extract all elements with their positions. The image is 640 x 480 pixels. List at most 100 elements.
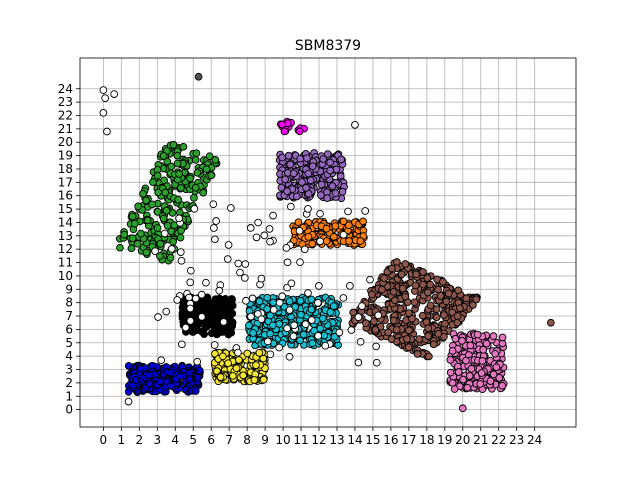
scatter-point [269, 298, 278, 307]
scatter-point [130, 219, 139, 228]
scatter-point [426, 301, 435, 310]
chart-title: SBM8379 [295, 38, 361, 54]
scatter-point [412, 270, 420, 279]
scatter-point [197, 313, 206, 321]
scatter-point [308, 239, 317, 248]
scatter-point [413, 350, 422, 358]
scatter-point [405, 326, 413, 335]
scatter-point [372, 342, 380, 351]
y-tick-label: 14 [58, 215, 73, 229]
scatter-point [389, 287, 398, 296]
x-tick-label: 8 [243, 433, 251, 447]
scatter-point [161, 188, 170, 197]
scatter-point [304, 233, 313, 241]
x-tick-label: 0 [100, 433, 108, 447]
scatter-point [478, 357, 487, 365]
scatter-point [193, 168, 202, 177]
scatter-point [159, 152, 168, 160]
scatter-point [249, 329, 257, 337]
scatter-point [156, 377, 165, 386]
scatter-point [124, 397, 133, 406]
x-tick-label: 6 [207, 433, 215, 447]
scatter-point [191, 294, 200, 303]
scatter-point [444, 289, 453, 298]
scatter-point [153, 208, 162, 216]
scatter-point [234, 348, 242, 357]
scatter-point [175, 214, 183, 223]
scatter-point [210, 224, 218, 232]
y-tick-label: 0 [65, 403, 73, 417]
scatter-point [289, 332, 298, 341]
scatter-point [224, 359, 232, 368]
scatter-point [166, 253, 175, 262]
scatter-point [257, 315, 266, 324]
scatter-point [191, 324, 200, 333]
scatter-point [347, 326, 356, 334]
scatter-point [389, 316, 398, 325]
scatter-point [173, 151, 182, 160]
scatter-points [99, 72, 555, 413]
scatter-point [266, 311, 275, 320]
scatter-point [408, 314, 416, 323]
scatter-point [153, 224, 162, 232]
scatter-point [393, 258, 401, 266]
scatter-point [453, 312, 462, 320]
scatter-point [368, 290, 376, 299]
scatter-point [176, 233, 185, 242]
scatter-point [492, 363, 501, 372]
scatter-point [326, 158, 334, 167]
scatter-point [278, 120, 286, 129]
scatter-point [446, 356, 455, 364]
axes-frame [79, 57, 577, 428]
scatter-point [190, 204, 199, 213]
scatter-point [463, 383, 472, 392]
scatter-point [245, 321, 253, 330]
y-tick-label: 13 [58, 229, 73, 243]
scatter-point [197, 290, 206, 299]
scatter-point [317, 191, 325, 199]
scatter-point [434, 330, 443, 338]
scatter-point [390, 296, 399, 305]
x-tick-label: 18 [419, 433, 434, 447]
scatter-point [322, 237, 331, 245]
scatter-point [240, 274, 249, 282]
scatter-point [142, 248, 151, 257]
scatter-point [216, 373, 225, 381]
scatter-point [163, 221, 172, 230]
scatter-point [398, 284, 407, 293]
scatter-point [116, 243, 124, 252]
scatter-point [99, 108, 108, 117]
scatter-point [322, 224, 331, 233]
scatter-point [290, 321, 298, 330]
scatter-point [186, 266, 195, 275]
scatter-point [404, 309, 413, 317]
y-tick-label: 1 [65, 389, 73, 403]
scatter-point [415, 335, 424, 343]
scatter-point [282, 244, 291, 252]
scatter-point [234, 259, 243, 268]
scatter-point [156, 240, 165, 248]
scatter-point [242, 296, 250, 305]
scatter-point [476, 380, 485, 388]
y-tick-label: 15 [58, 202, 73, 216]
scatter-point [486, 377, 495, 385]
scatter-point [331, 222, 340, 230]
scatter-point [479, 345, 488, 354]
scatter-point [224, 241, 233, 249]
scatter-point [289, 169, 298, 178]
scatter-point [296, 258, 304, 267]
scatter-point [169, 237, 177, 246]
scatter-point [193, 357, 202, 366]
scatter-point [269, 306, 278, 314]
scatter-point [458, 404, 467, 413]
scatter-point [131, 376, 140, 385]
scatter-point [110, 90, 118, 98]
scatter-point [287, 279, 296, 288]
scatter-point [299, 330, 308, 339]
scatter-point [472, 295, 481, 304]
scatter-point [101, 94, 110, 102]
scatter-point [436, 292, 445, 300]
scatter-point [243, 349, 252, 358]
scatter-point [166, 368, 175, 377]
y-tick-label: 6 [65, 322, 73, 336]
